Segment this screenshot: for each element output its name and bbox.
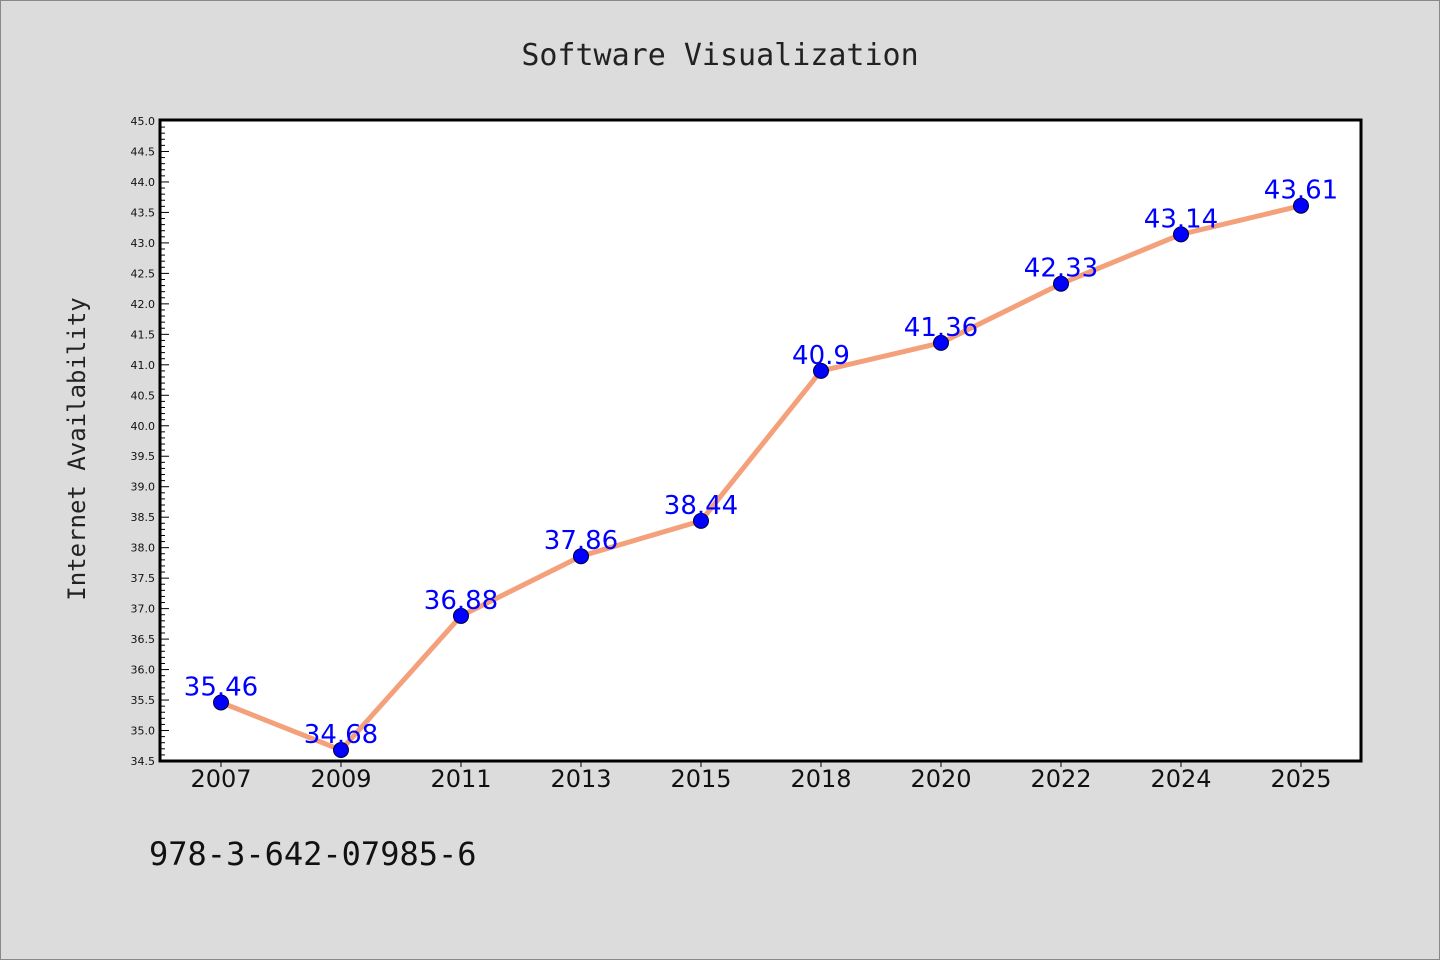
series-line bbox=[218, 203, 1304, 753]
x-tick-label: 2007 bbox=[190, 765, 251, 793]
x-tick-label: 2015 bbox=[670, 765, 731, 793]
y-tick-label: 38.5 bbox=[131, 511, 156, 524]
data-label: 36.88 bbox=[424, 586, 498, 616]
data-markers bbox=[213, 197, 1309, 759]
data-label: 37.86 bbox=[544, 526, 618, 556]
y-tick-label: 36.0 bbox=[131, 664, 156, 677]
data-label: 38.44 bbox=[664, 491, 738, 521]
x-tick-label: 2013 bbox=[550, 765, 611, 793]
y-tick-label: 39.0 bbox=[131, 481, 156, 494]
y-tick-label: 36.5 bbox=[131, 633, 156, 646]
data-labels: 35.46 34.68 36.88 37.86 38.44 40.9 41.36 42.33 4… bbox=[184, 176, 1338, 750]
y-tick-label: 44.5 bbox=[131, 145, 156, 158]
data-point bbox=[1173, 226, 1189, 243]
data-point bbox=[1053, 275, 1069, 292]
x-tick-label: 2024 bbox=[1150, 765, 1211, 793]
data-point bbox=[693, 512, 709, 529]
data-point bbox=[933, 334, 949, 351]
data-point bbox=[573, 548, 589, 565]
y-tick-label: 39.5 bbox=[131, 450, 156, 463]
data-point bbox=[813, 362, 829, 379]
data-point bbox=[213, 694, 229, 711]
x-tick-label: 2022 bbox=[1030, 765, 1091, 793]
x-tick-label: 2011 bbox=[430, 765, 491, 793]
x-tick-label: 2025 bbox=[1270, 765, 1331, 793]
y-tick-label: 40.0 bbox=[131, 420, 156, 433]
data-label: 41.36 bbox=[904, 313, 978, 343]
data-label: 42.33 bbox=[1024, 254, 1098, 284]
footer-isbn: 978-3-642-07985-6 bbox=[149, 835, 477, 873]
data-label: 34.68 bbox=[304, 720, 378, 750]
data-label: 43.14 bbox=[1144, 204, 1218, 234]
y-tick-label: 37.0 bbox=[131, 603, 156, 616]
data-label: 43.61 bbox=[1264, 176, 1338, 206]
y-tick-label: 45.0 bbox=[131, 115, 156, 128]
y-tick-label: 44.0 bbox=[131, 176, 156, 189]
y-tick-label: 40.5 bbox=[131, 389, 156, 402]
chart-title: Software Visualization bbox=[521, 38, 918, 73]
y-tick-label: 38.0 bbox=[131, 542, 156, 555]
data-point bbox=[1293, 197, 1309, 214]
data-point bbox=[333, 742, 349, 759]
data-series bbox=[218, 203, 1304, 753]
y-tick-label: 43.0 bbox=[131, 237, 156, 250]
y-axis-label: Internet Availability bbox=[63, 297, 91, 600]
y-axis-ticks: 34.5 35.0 35.5 36.0 36.5 37.0 37.5 38.0 38.5 39.0… bbox=[131, 115, 169, 768]
x-tick-label: 2020 bbox=[910, 765, 971, 793]
y-tick-label: 42.0 bbox=[131, 298, 156, 311]
x-tick-label: 2018 bbox=[790, 765, 851, 793]
y-tick-label: 43.5 bbox=[131, 206, 156, 219]
y-tick-label: 42.5 bbox=[131, 267, 156, 280]
data-label: 35.46 bbox=[184, 672, 258, 702]
data-point bbox=[453, 607, 469, 624]
y-tick-label: 35.0 bbox=[131, 725, 156, 738]
y-tick-label: 41.5 bbox=[131, 328, 156, 341]
y-tick-label: 41.0 bbox=[131, 359, 156, 372]
plot-area bbox=[158, 118, 1363, 763]
x-axis-ticks: 2007 2009 2011 2013 2015 2018 2020 2022 2024 2025 bbox=[190, 761, 1332, 793]
y-tick-label: 35.5 bbox=[131, 694, 156, 707]
x-tick-label: 2009 bbox=[310, 765, 371, 793]
y-tick-label: 34.5 bbox=[131, 755, 156, 768]
data-label: 40.9 bbox=[792, 341, 850, 371]
y-tick-label: 37.5 bbox=[131, 572, 156, 585]
